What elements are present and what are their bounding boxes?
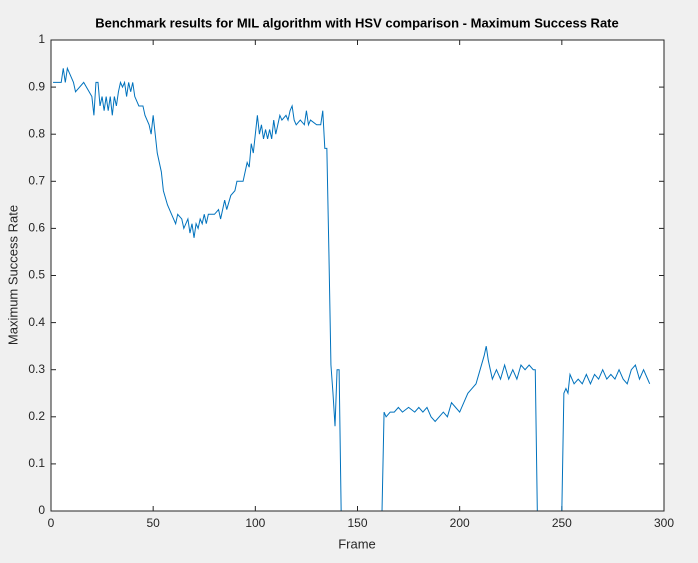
x-tick-label: 0 (48, 516, 55, 530)
y-tick-label: 0.8 (28, 126, 45, 140)
y-tick-label: 0.9 (28, 79, 45, 93)
x-tick-label: 200 (450, 516, 470, 530)
data-line (53, 66, 651, 512)
y-axis-label: Maximum Success Rate (5, 205, 20, 345)
x-tick-label: 150 (347, 516, 367, 530)
y-tick-label: 0.3 (28, 362, 45, 376)
y-tick-label: 0.7 (28, 173, 45, 187)
y-tick-label: 0.6 (28, 221, 45, 235)
plot-area (51, 40, 664, 511)
y-tick-label: 0.1 (28, 456, 45, 470)
x-tick-label: 300 (654, 516, 674, 530)
y-tick-label: 0.2 (28, 409, 45, 423)
x-tick-label: 50 (146, 516, 160, 530)
y-tick-label: 0.4 (28, 315, 45, 329)
chart-title: Benchmark results for MIL algorithm with… (95, 15, 619, 30)
x-axis-label: Frame (338, 536, 376, 551)
axes-box (50, 39, 665, 512)
x-tick-label: 250 (552, 516, 572, 530)
y-tick-label: 0 (38, 503, 45, 517)
y-tick-label: 0.5 (28, 268, 45, 282)
x-tick-label: 100 (245, 516, 265, 530)
y-tick-label: 1 (38, 32, 45, 46)
